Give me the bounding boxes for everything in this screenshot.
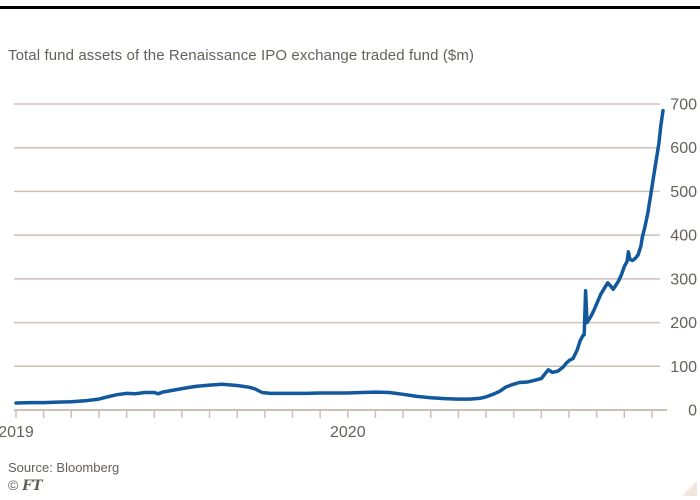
- y-axis-label-400: 400: [670, 228, 697, 245]
- y-axis-label-200: 200: [670, 315, 697, 332]
- corner-triangle-icon: [682, 481, 697, 496]
- x-axis-year-label-2019: 2019: [0, 424, 34, 441]
- ft-logo: © FT: [8, 477, 43, 494]
- y-axis-label-500: 500: [670, 184, 697, 201]
- fund-assets-line-series: [14, 108, 665, 405]
- top-rule: [0, 6, 700, 9]
- y-axis-label-100: 100: [670, 359, 697, 376]
- chart-title: Total fund assets of the Renaissance IPO…: [8, 47, 475, 64]
- y-axis-label-600: 600: [670, 140, 697, 157]
- y-axis-label-0: 0: [688, 403, 697, 420]
- x-axis-year-label-2020: 2020: [330, 424, 366, 441]
- y-axis-label-300: 300: [670, 271, 697, 288]
- copyright-icon: ©: [8, 477, 19, 493]
- ft-logo-text: FT: [22, 478, 43, 494]
- y-axis-label-700: 700: [670, 97, 697, 114]
- source-label: Source: Bloomberg: [8, 460, 120, 475]
